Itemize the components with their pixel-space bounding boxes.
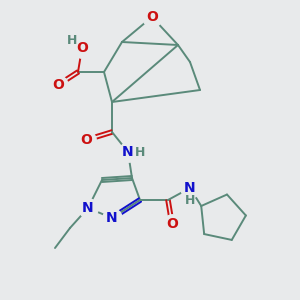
Text: O: O xyxy=(80,133,92,147)
Text: N: N xyxy=(106,211,118,225)
Text: O: O xyxy=(76,41,88,55)
Text: N: N xyxy=(184,181,196,195)
Text: H: H xyxy=(135,146,145,158)
Text: N: N xyxy=(122,145,134,159)
Text: O: O xyxy=(166,217,178,231)
Text: H: H xyxy=(67,34,77,46)
Text: O: O xyxy=(146,10,158,24)
Text: N: N xyxy=(82,201,94,215)
Text: H: H xyxy=(185,194,195,206)
Text: O: O xyxy=(52,78,64,92)
